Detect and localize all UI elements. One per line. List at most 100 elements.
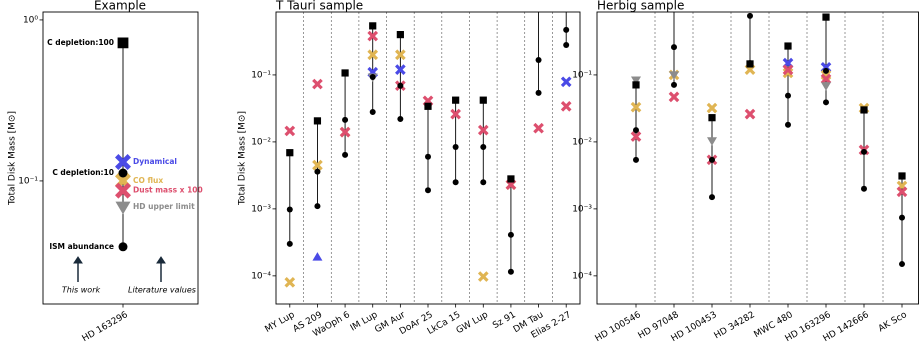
marker (782, 64, 794, 76)
y-axis-label: Total Disk Mass [M⊙] (8, 111, 18, 206)
marker (560, 100, 572, 112)
marker (898, 172, 906, 180)
marker (744, 108, 756, 120)
marker (424, 102, 432, 110)
marker (312, 252, 323, 261)
plot-frame (596, 11, 919, 305)
marker (477, 271, 489, 282)
panel-title: Example (94, 0, 146, 13)
plot-area (284, 12, 572, 288)
marker (452, 96, 460, 104)
marker (314, 168, 321, 175)
marker (633, 156, 639, 163)
marker (342, 151, 349, 158)
marker (339, 126, 351, 138)
plot-area (630, 12, 908, 268)
panel-title: Herbig sample (597, 0, 684, 13)
marker (632, 81, 640, 89)
y-tick-label: 10⁰ (23, 15, 38, 25)
marker (820, 73, 832, 85)
marker (507, 231, 514, 238)
x-tick-label: HD 100546 (594, 310, 643, 344)
marker (395, 49, 406, 61)
arrows (73, 256, 166, 282)
marker (286, 149, 294, 157)
marker (479, 96, 487, 104)
x-tick-label: HD 34282 (713, 310, 757, 341)
marker (118, 168, 128, 178)
marker (533, 122, 544, 134)
marker (395, 64, 406, 75)
marker (117, 37, 129, 49)
legend-label: Dynamical (133, 157, 177, 166)
marker (899, 261, 905, 268)
legend-label: C depletion:100 (47, 38, 114, 47)
marker (118, 242, 128, 252)
marker (535, 57, 542, 64)
legend-label: HD upper limit (133, 202, 195, 211)
marker (369, 74, 376, 81)
marker (450, 108, 461, 120)
x-tick-label: HD 163296 (81, 310, 130, 344)
marker (341, 69, 349, 77)
marker (507, 268, 514, 275)
legend-label: C depletion:10 (52, 168, 114, 177)
marker (397, 115, 404, 122)
marker (286, 240, 293, 247)
y-axis-label: Total Disk Mass [M⊙] (238, 111, 248, 206)
marker (706, 102, 718, 114)
y-tick-label: 10⁻¹ (572, 70, 592, 80)
x-tick-label: MY Lup (263, 310, 296, 335)
plot-frame (275, 11, 581, 305)
x-tick-label: GW Lup (455, 310, 491, 336)
legend-label: CO flux (133, 176, 163, 185)
y-tick-label: 10⁻³ (572, 204, 592, 214)
marker (896, 186, 908, 198)
marker (823, 99, 829, 106)
marker (425, 153, 431, 160)
marker (560, 76, 572, 88)
marker (630, 101, 642, 113)
marker (822, 13, 830, 21)
marker (286, 206, 293, 213)
plot-frame (42, 11, 199, 305)
marker (782, 67, 794, 79)
marker (313, 117, 322, 125)
marker (861, 148, 867, 155)
marker (671, 44, 677, 51)
marker (452, 179, 459, 186)
marker (314, 203, 321, 210)
marker (630, 131, 642, 142)
marker (709, 156, 715, 163)
marker (784, 42, 792, 50)
legend-label: ISM abundance (49, 242, 114, 251)
y-tick-label: 10⁻¹ (251, 70, 271, 80)
marker (633, 127, 639, 134)
y-tick-label: 10⁻¹ (18, 176, 38, 186)
marker (631, 76, 641, 85)
marker (477, 124, 489, 136)
marker (785, 92, 791, 99)
marker (708, 114, 716, 122)
x-tick-label: AK Sco (877, 310, 909, 334)
marker (747, 12, 753, 19)
marker (669, 71, 679, 80)
y-tick-label: 10⁻⁴ (572, 271, 592, 281)
marker (452, 143, 459, 150)
marker (707, 137, 717, 146)
marker (563, 41, 570, 48)
marker (821, 82, 831, 91)
marker (367, 30, 379, 42)
marker (535, 89, 542, 96)
y-tick-label: 10⁻² (572, 137, 592, 147)
marker (785, 121, 791, 128)
marker (312, 78, 323, 90)
marker (396, 31, 404, 39)
marker (747, 60, 753, 67)
annotation: This work (62, 286, 101, 295)
marker (507, 175, 515, 183)
marker (284, 277, 296, 288)
marker (284, 125, 296, 137)
marker (369, 108, 376, 115)
